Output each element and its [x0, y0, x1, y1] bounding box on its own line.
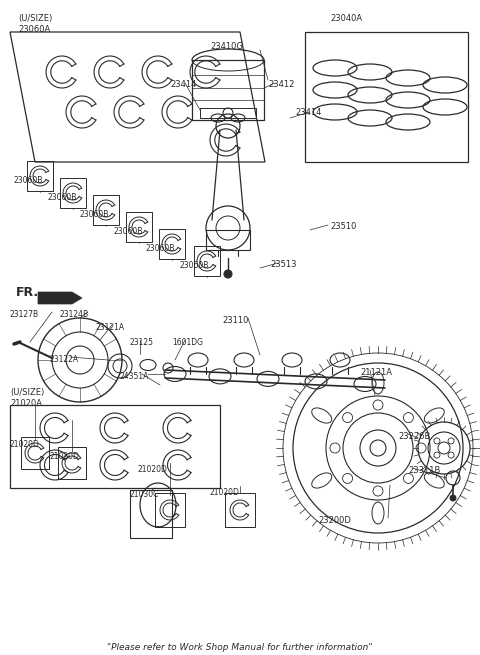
- Text: 23121A: 23121A: [95, 323, 124, 332]
- Bar: [194, 246, 220, 276]
- Bar: [192, 60, 264, 120]
- Bar: [225, 493, 255, 527]
- Text: (U/SIZE): (U/SIZE): [18, 14, 52, 23]
- Bar: [155, 493, 185, 527]
- Circle shape: [224, 270, 232, 278]
- Text: 21020D: 21020D: [210, 488, 240, 497]
- Text: 21020D: 21020D: [138, 465, 168, 474]
- Text: (U/SIZE): (U/SIZE): [10, 388, 44, 397]
- Text: 21020D: 21020D: [50, 452, 80, 461]
- Text: 23414: 23414: [295, 108, 322, 117]
- Text: 23412: 23412: [268, 80, 294, 89]
- Bar: [27, 161, 53, 191]
- Text: 23124B: 23124B: [60, 310, 89, 319]
- Text: 23060B: 23060B: [113, 227, 143, 236]
- Text: 23410G: 23410G: [210, 42, 243, 51]
- Text: 23060B: 23060B: [80, 210, 109, 219]
- Text: 23311B: 23311B: [408, 466, 440, 475]
- Text: 23060B: 23060B: [14, 176, 43, 185]
- Text: 21121A: 21121A: [360, 368, 392, 377]
- Circle shape: [450, 495, 456, 501]
- Text: 21020A: 21020A: [10, 399, 42, 408]
- Text: 23060B: 23060B: [47, 193, 76, 202]
- Bar: [21, 437, 49, 469]
- Text: "Please refer to Work Shop Manual for further information": "Please refer to Work Shop Manual for fu…: [107, 643, 373, 652]
- Bar: [126, 212, 152, 242]
- Text: 23060B: 23060B: [180, 261, 209, 270]
- Text: 23226B: 23226B: [398, 432, 431, 441]
- Text: 23513: 23513: [270, 260, 297, 269]
- Bar: [93, 195, 119, 225]
- Text: 23060B: 23060B: [145, 244, 174, 253]
- Text: 23200D: 23200D: [318, 516, 351, 525]
- Text: 24351A: 24351A: [120, 372, 149, 381]
- Text: 1601DG: 1601DG: [172, 338, 203, 347]
- Bar: [159, 229, 185, 259]
- Text: 23125: 23125: [130, 338, 154, 347]
- Text: 23122A: 23122A: [50, 355, 79, 364]
- Text: 23127B: 23127B: [10, 310, 39, 319]
- Text: 23110: 23110: [222, 316, 248, 325]
- Bar: [200, 108, 256, 118]
- Text: 21030C: 21030C: [130, 490, 159, 499]
- Text: FR.: FR.: [16, 286, 39, 299]
- Text: 23060A: 23060A: [18, 25, 50, 34]
- Text: 23414: 23414: [170, 80, 196, 89]
- Polygon shape: [38, 292, 82, 304]
- Text: 23510: 23510: [330, 222, 356, 231]
- Bar: [206, 230, 250, 250]
- Bar: [60, 178, 86, 208]
- Bar: [130, 490, 172, 538]
- Bar: [58, 447, 86, 479]
- Text: 23040A: 23040A: [330, 14, 362, 23]
- Text: 21020D: 21020D: [10, 440, 40, 449]
